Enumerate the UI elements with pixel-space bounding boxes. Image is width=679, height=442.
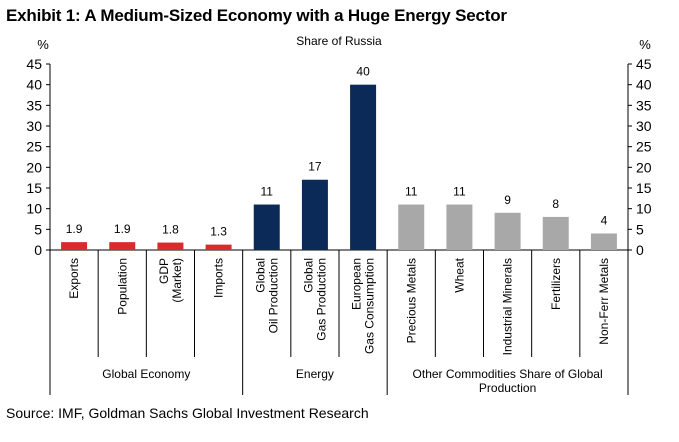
category-label: Fertilizers xyxy=(549,258,563,310)
bar xyxy=(350,84,377,251)
bar xyxy=(398,204,425,250)
y-tick-label-right: 20 xyxy=(636,159,652,175)
y-tick-label-right: 0 xyxy=(636,242,644,258)
category-label: Imports xyxy=(212,258,226,298)
category-label: Population xyxy=(115,258,129,315)
group-label: Global Economy xyxy=(102,367,190,381)
exhibit-title: Exhibit 1: A Medium-Sized Economy with a… xyxy=(6,6,507,25)
data-label: 11 xyxy=(405,185,418,199)
y-tick-label-right: 15 xyxy=(636,180,652,196)
bar xyxy=(542,216,569,250)
data-label: 11 xyxy=(261,185,274,199)
y-tick-label-left: 0 xyxy=(34,242,42,258)
y-tick-label-left: 10 xyxy=(26,201,42,217)
y-tick-label-left: 40 xyxy=(26,77,42,93)
bar xyxy=(157,242,184,250)
category-label-line: Wheat xyxy=(452,257,466,292)
bar xyxy=(109,242,136,250)
category-label-line: Imports xyxy=(212,258,226,298)
y-axis-unit-left: % xyxy=(37,37,49,52)
category-label-line: Global xyxy=(253,258,267,293)
chart-axes xyxy=(46,63,632,395)
category-label: GDP (Market) xyxy=(157,258,184,303)
category-label: Exports xyxy=(67,258,81,299)
category-label: European Gas Consumption xyxy=(350,258,377,354)
y-tick-label-right: 10 xyxy=(636,201,652,217)
category-label-line: Exports xyxy=(67,258,81,299)
y-tick-label-right: 45 xyxy=(636,56,652,72)
category-label: Global Gas Production xyxy=(301,258,328,341)
category-label-line: GDP xyxy=(157,258,171,284)
category-label-line: Non-Ferr Metals xyxy=(597,258,611,345)
category-label: Precious Metals xyxy=(404,258,418,343)
source-note: Source: IMF, Goldman Sachs Global Invest… xyxy=(6,405,369,421)
category-label-line: Industrial Minerals xyxy=(501,258,515,355)
y-tick-label-left: 35 xyxy=(26,97,42,113)
category-label-line: European xyxy=(350,258,364,310)
data-label: 1.3 xyxy=(210,225,227,239)
data-label: 8 xyxy=(552,197,559,211)
bar xyxy=(61,242,88,250)
y-tick-label-right: 40 xyxy=(636,77,652,93)
bar xyxy=(205,244,232,250)
data-label: 17 xyxy=(308,160,322,174)
group-label: Other Commodities Share of Global xyxy=(413,367,603,381)
category-label-line: (Market) xyxy=(170,258,184,303)
y-tick-label-right: 30 xyxy=(636,118,652,134)
data-label: 1.8 xyxy=(162,223,179,237)
data-label: 1.9 xyxy=(66,222,83,236)
category-label-line: Global xyxy=(301,258,315,293)
chart-title: Share of Russia xyxy=(296,34,382,48)
data-label: 11 xyxy=(453,185,466,199)
y-tick-label-right: 25 xyxy=(636,139,652,155)
category-label: Wheat xyxy=(452,257,466,292)
chart-bars xyxy=(61,84,617,251)
y-tick-label-left: 45 xyxy=(26,56,42,72)
category-label-line: Gas Production xyxy=(314,258,328,341)
y-tick-label-left: 25 xyxy=(26,139,42,155)
category-label-line: Oil Production xyxy=(266,258,280,333)
data-label: 40 xyxy=(356,65,370,79)
bar xyxy=(494,212,521,250)
y-tick-label-left: 20 xyxy=(26,159,42,175)
chart-labels: Share of Russia% % 0 0 5 5 10 10 15 15 20 20 25 25 30 3… xyxy=(26,34,651,395)
y-tick-label-right: 35 xyxy=(636,97,652,113)
y-tick-label-left: 30 xyxy=(26,118,42,134)
data-label: 9 xyxy=(504,193,511,207)
category-label: Non-Ferr Metals xyxy=(597,258,611,345)
category-label-line: Gas Consumption xyxy=(363,258,377,354)
bar xyxy=(301,179,328,250)
group-label: Production xyxy=(479,381,536,395)
y-tick-label-right: 5 xyxy=(636,221,644,237)
category-label-line: Fertilizers xyxy=(549,258,563,310)
y-axis-unit-right: % xyxy=(639,37,651,52)
bar xyxy=(446,204,473,250)
bar xyxy=(590,233,617,250)
bar xyxy=(253,204,280,250)
y-tick-label-left: 5 xyxy=(34,221,42,237)
category-label-line: Population xyxy=(115,258,129,315)
data-label: 1.9 xyxy=(114,222,131,236)
group-label: Energy xyxy=(296,367,334,381)
data-label: 4 xyxy=(601,213,608,227)
category-label: Industrial Minerals xyxy=(501,258,515,355)
category-label-line: Precious Metals xyxy=(404,258,418,343)
category-label: Global Oil Production xyxy=(253,258,280,333)
y-tick-label-left: 15 xyxy=(26,180,42,196)
